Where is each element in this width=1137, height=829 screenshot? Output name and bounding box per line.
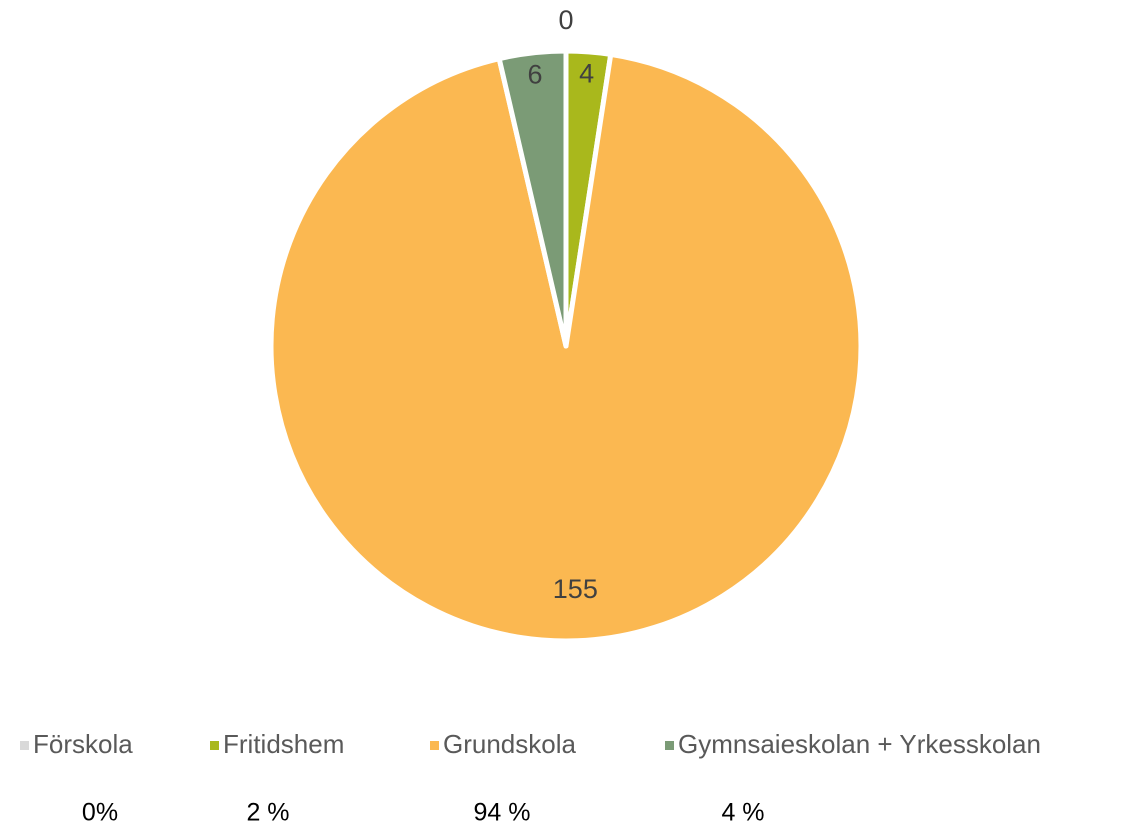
legend-marker [210, 741, 219, 750]
data-label: 0 [558, 5, 573, 35]
legend-marker [20, 741, 29, 750]
percent-label: 2 % [246, 799, 289, 827]
legend-marker [430, 741, 439, 750]
percent-label: 4 % [721, 799, 764, 827]
legend-label: Fritidshem [223, 729, 344, 759]
legend-marker [665, 741, 674, 750]
pie-slice [496, 48, 569, 349]
legend-label: Gymnsaieskolan + Yrkesskolan [678, 729, 1041, 759]
legend-label: Grundskola [443, 729, 576, 759]
data-label: 4 [579, 59, 594, 89]
legend-label: Förskola [33, 729, 133, 759]
percent-label: 0% [82, 799, 118, 827]
data-label: 155 [553, 574, 598, 604]
percent-label: 94 % [474, 799, 531, 827]
data-label: 6 [528, 59, 543, 89]
